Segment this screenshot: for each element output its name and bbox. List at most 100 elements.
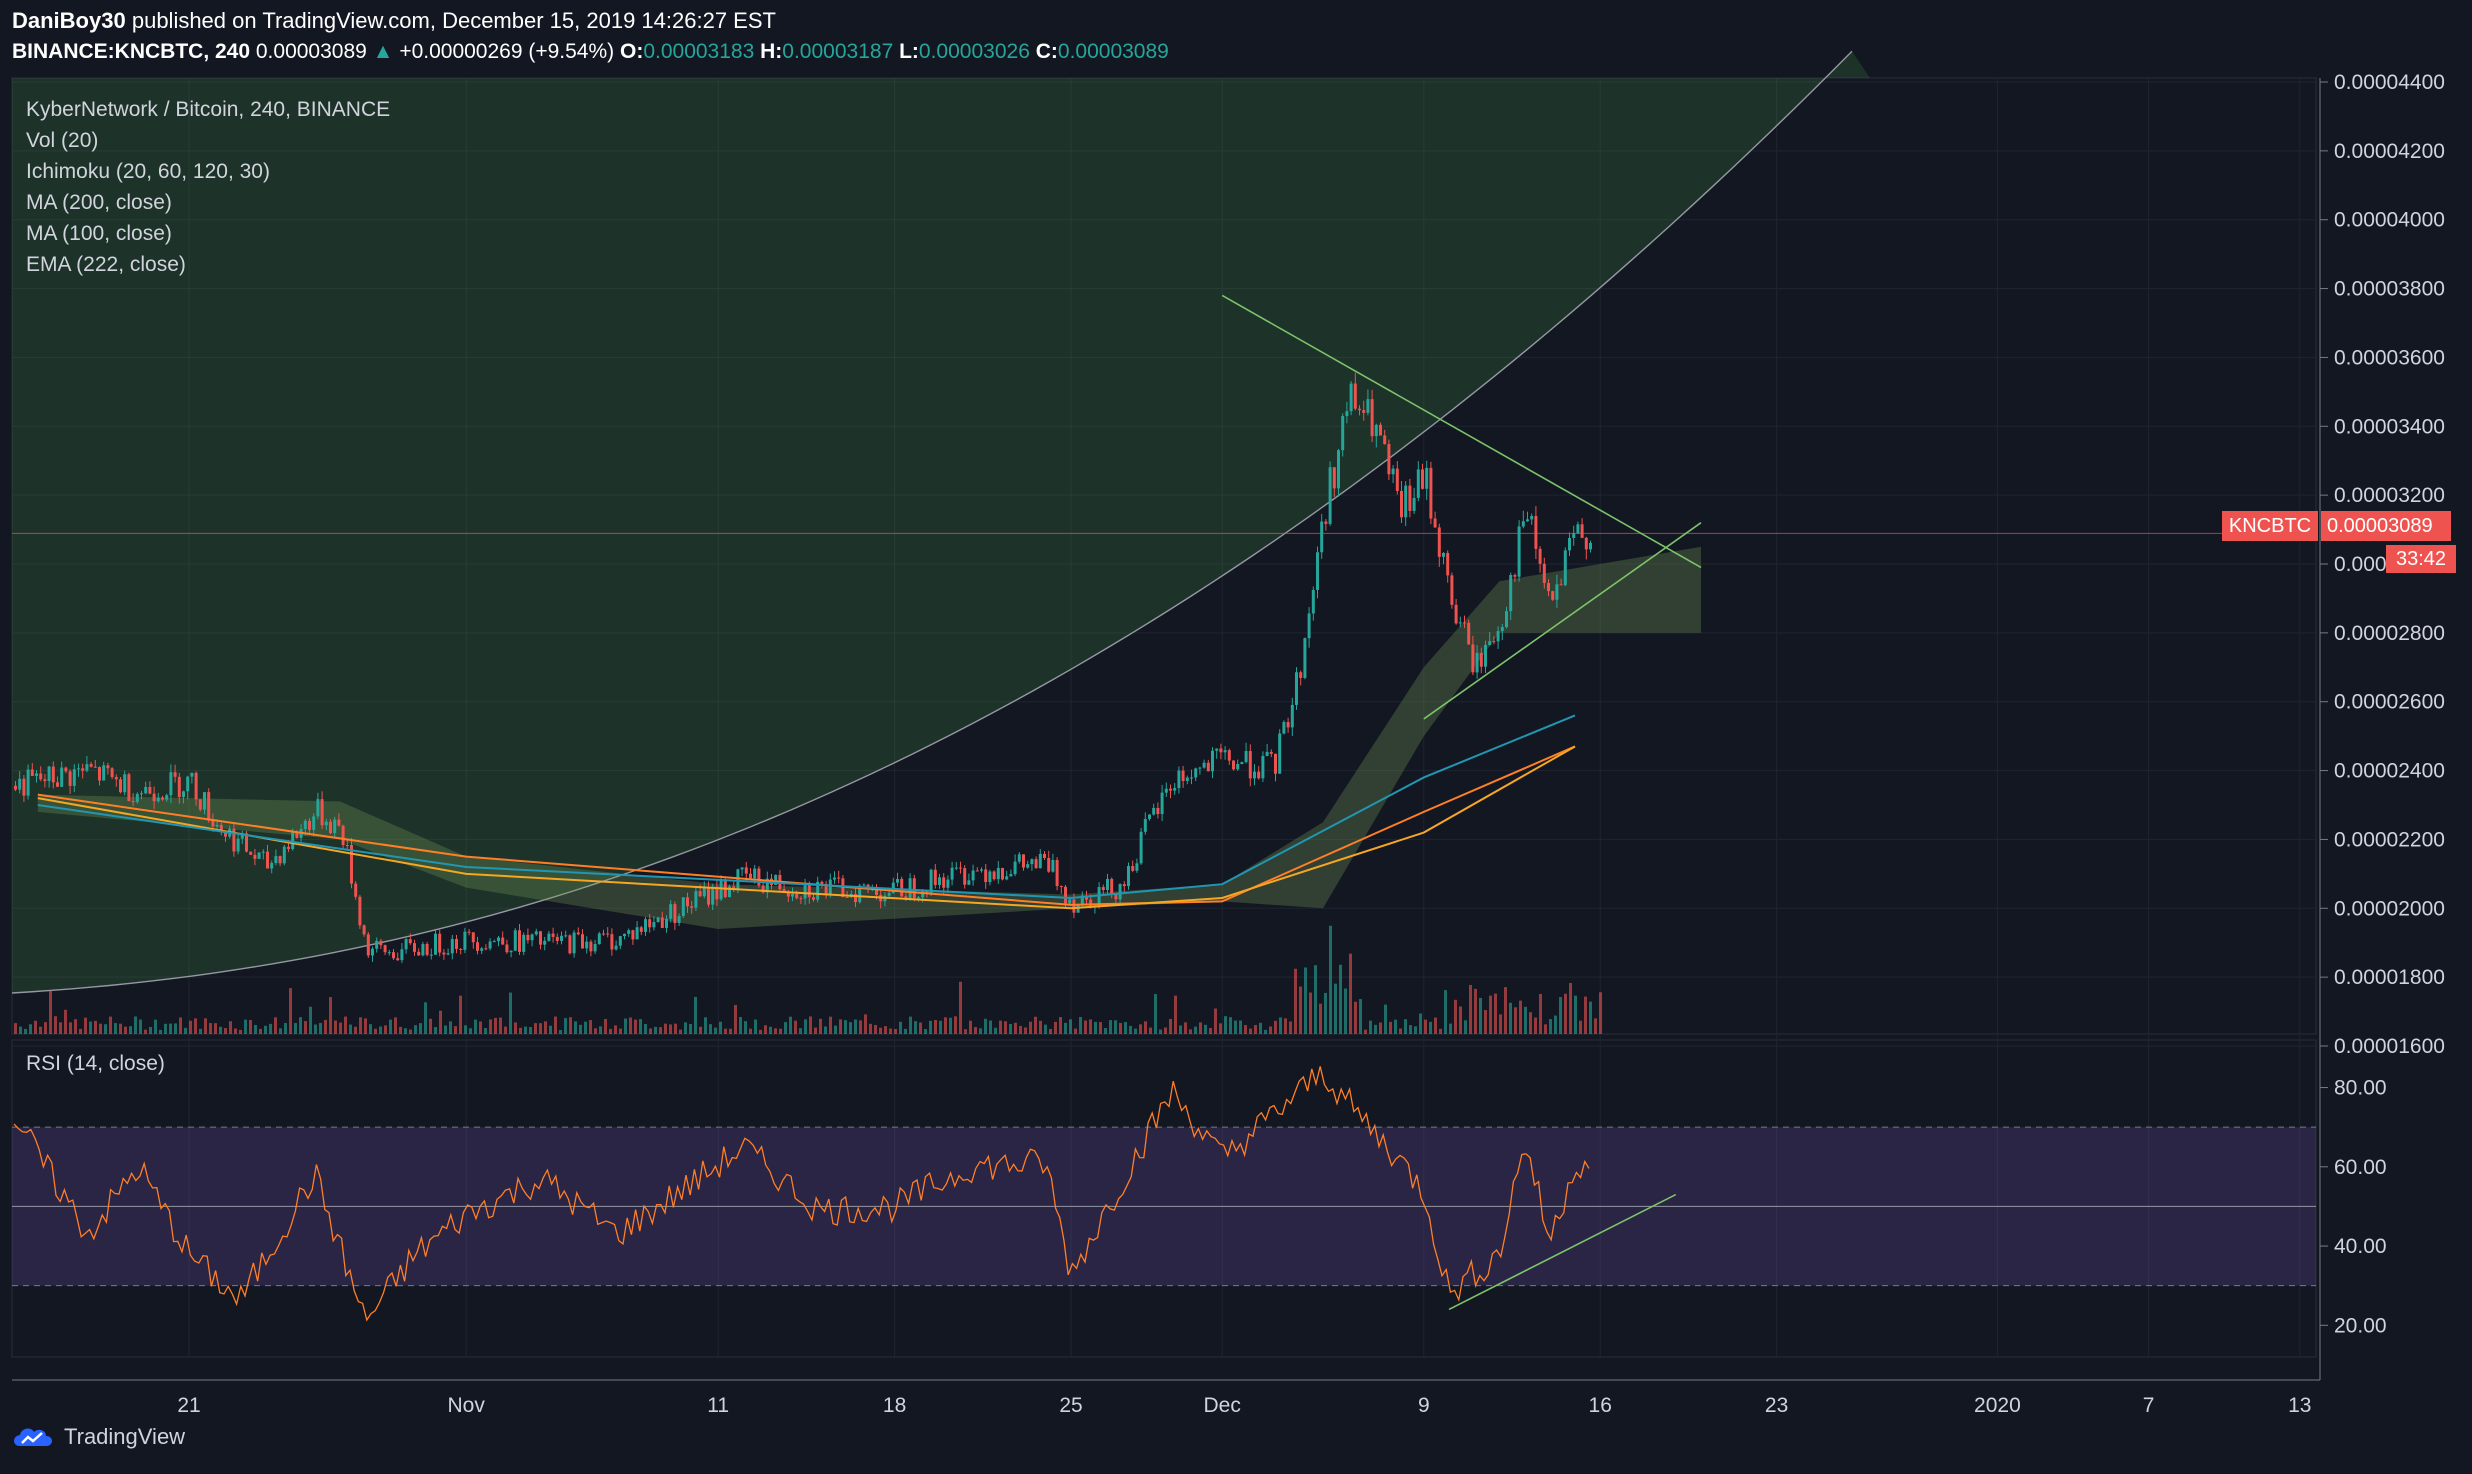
volume-bar	[354, 1026, 357, 1034]
volume-bar	[1019, 1025, 1022, 1034]
volume-bar	[909, 1016, 912, 1034]
candle-body	[728, 886, 731, 898]
candle-body	[1568, 538, 1571, 551]
candle-body	[1055, 859, 1059, 887]
volume-bar	[1164, 1027, 1167, 1034]
volume-bar	[639, 1019, 642, 1034]
candle-body	[106, 765, 110, 769]
low-label: L:	[899, 40, 919, 63]
volume-bar	[1374, 1024, 1377, 1034]
candle-body	[1446, 552, 1450, 576]
volume-bar	[1099, 1022, 1102, 1034]
candle-body	[694, 891, 698, 908]
volume-bar	[84, 1017, 87, 1034]
candle-body	[1391, 468, 1395, 475]
tradingview-logo[interactable]: TradingView	[12, 1424, 185, 1450]
candle-body	[1177, 770, 1181, 789]
volume-bar	[914, 1021, 917, 1034]
candle-body	[39, 773, 43, 780]
candle-body	[236, 838, 240, 852]
candle-body	[1475, 652, 1479, 673]
time-tick-label: 13	[2288, 1394, 2311, 1417]
volume-bar	[469, 1028, 472, 1034]
volume-bar	[264, 1025, 267, 1034]
volume-bar	[634, 1019, 637, 1034]
price-tick-label: 0.00001800	[2334, 966, 2445, 989]
candle-body	[963, 868, 967, 885]
volume-bar	[864, 1014, 867, 1034]
ma100-line	[37, 714, 1576, 899]
candle-body	[1555, 584, 1559, 600]
volume-bar	[894, 1029, 897, 1034]
legend-ichimoku[interactable]: Ichimoku (20, 60, 120, 30)	[26, 160, 270, 183]
volume-bar	[1114, 1020, 1117, 1034]
volume-bar	[1034, 1016, 1037, 1034]
legend-ma100[interactable]: MA (100, close)	[26, 222, 172, 245]
candle-body	[203, 792, 206, 810]
candle-body	[144, 786, 148, 794]
candle-body	[1122, 884, 1126, 887]
candle-body	[1421, 469, 1424, 489]
candle-body	[1307, 613, 1311, 639]
volume-bar	[959, 981, 962, 1034]
legend-ema222[interactable]: EMA (222, close)	[26, 253, 186, 276]
volume-bar	[1319, 1003, 1322, 1034]
time-tick-label: Dec	[1204, 1394, 1241, 1417]
volume-bar	[1139, 1024, 1142, 1034]
volume-bar	[1229, 1017, 1232, 1034]
volume-bar	[1394, 1019, 1397, 1034]
indicator-legend: KyberNetwork / Bitcoin, 240, BINANCE Vol…	[26, 94, 390, 280]
candle-body	[896, 878, 899, 883]
candle-body	[371, 948, 374, 956]
candle-body	[887, 893, 891, 896]
volume-bar	[49, 990, 52, 1034]
rsi-legend[interactable]: RSI (14, close)	[26, 1052, 165, 1075]
candle-body	[1181, 770, 1185, 782]
candle-body	[362, 925, 366, 935]
candle-body	[1253, 771, 1256, 779]
rsi-tick-label: 40.00	[2334, 1235, 2387, 1258]
volume-bar	[809, 1016, 812, 1034]
candle-body	[505, 944, 509, 953]
legend-vol[interactable]: Vol (20)	[26, 129, 99, 152]
candle-body	[316, 799, 320, 817]
price-tick-label: 0.00004200	[2334, 140, 2445, 163]
volume-bar	[1414, 1026, 1417, 1034]
candle-body	[1101, 887, 1105, 891]
volume-bar	[1304, 967, 1307, 1034]
volume-bar	[289, 988, 292, 1034]
candle-body	[1496, 631, 1500, 642]
candle-body	[123, 774, 127, 793]
volume-bar	[674, 1023, 677, 1034]
bar-countdown-timer: 33:42	[2386, 545, 2456, 573]
volume-bar	[394, 1017, 397, 1034]
volume-bar	[889, 1028, 892, 1034]
candle-body	[446, 953, 450, 955]
volume-bar	[1299, 986, 1302, 1034]
volume-bar	[1579, 1020, 1582, 1034]
candle-body	[207, 792, 211, 821]
candle-body	[1127, 866, 1130, 887]
candle-body	[358, 896, 362, 926]
candle-body	[245, 833, 248, 852]
symbol-label: BINANCE:KNCBTC, 240	[12, 40, 251, 63]
volume-bar	[574, 1021, 577, 1034]
volume-bar	[934, 1020, 937, 1034]
candle-body	[518, 930, 521, 952]
candle-body	[131, 801, 135, 803]
author-name[interactable]: DaniBoy30	[12, 8, 126, 33]
candle-body	[585, 941, 589, 949]
volume-bar	[1094, 1021, 1097, 1034]
candle-body	[93, 766, 97, 768]
volume-bar	[1474, 988, 1477, 1034]
volume-bar	[1334, 983, 1337, 1034]
candle-body	[1458, 622, 1462, 624]
volume-bar	[59, 1022, 62, 1034]
candle-body	[1580, 524, 1584, 538]
legend-title[interactable]: KyberNetwork / Bitcoin, 240, BINANCE	[26, 98, 391, 121]
candle-body	[471, 932, 475, 943]
volume-bar	[589, 1020, 592, 1034]
candle-body	[597, 933, 601, 945]
legend-ma200[interactable]: MA (200, close)	[26, 191, 172, 214]
